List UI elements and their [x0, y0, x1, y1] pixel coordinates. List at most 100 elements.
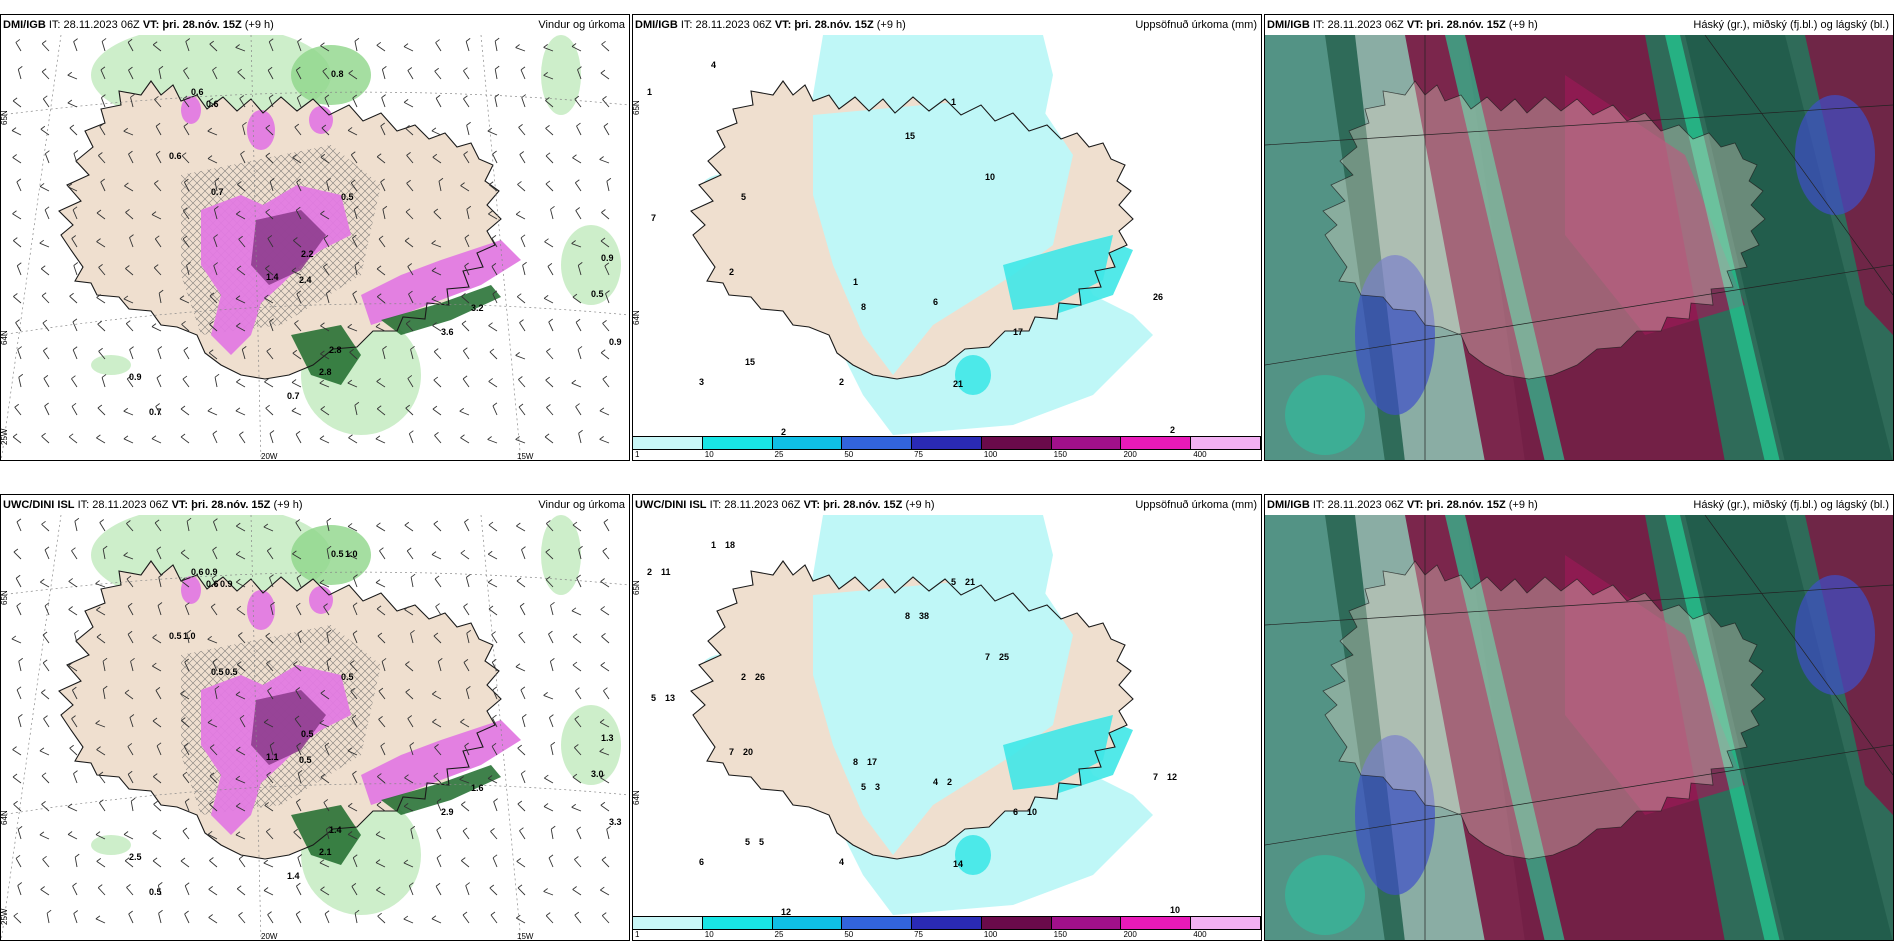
map-panel: UWC/DINI ISL IT: 28.11.2023 06Z VT: þri.… [0, 494, 630, 941]
lead-time: (+9 h) [876, 19, 906, 31]
value-label: 1.6 [471, 783, 484, 793]
value-label: 0.8 [331, 69, 344, 79]
shade-area [291, 525, 371, 585]
value-label: 0.9 [609, 337, 622, 347]
latitude-label: 25W [1, 428, 9, 445]
init-label: IT: [709, 499, 722, 511]
value-label: 2 [781, 427, 786, 437]
latitude-label: 64N [1, 330, 9, 345]
value-label: 21 [953, 379, 963, 389]
valid-time: þri. 28.nóv. 15Z [191, 499, 271, 511]
colorbar-tick: 1 [635, 930, 640, 939]
valid-label: VT: [803, 499, 821, 511]
colorbar: 1 10 25 50 75 100 150 200 400 [633, 436, 1261, 460]
map-panel: DMI/IGB IT: 28.11.2023 06Z VT: þri. 28.n… [1264, 494, 1894, 941]
init-time: 28.11.2023 06Z [63, 19, 140, 31]
colorbar-tick: 200 [1123, 450, 1137, 459]
valid-label: VT: [774, 19, 792, 31]
value-label: 6 [1013, 807, 1018, 817]
value-label: 7 [985, 652, 990, 662]
value-label: 5 [759, 837, 764, 847]
shade-area [291, 45, 371, 105]
lead-time: (+9 h) [1508, 499, 1538, 511]
value-label: 1 [711, 540, 716, 550]
value-label: 38 [919, 611, 929, 621]
panel-header: DMI/IGB IT: 28.11.2023 06Z VT: þri. 28.n… [1265, 15, 1893, 35]
value-label: 1.0 [183, 631, 196, 641]
lead-time: (+9 h) [1508, 19, 1538, 31]
value-label: 5 [951, 577, 956, 587]
value-label: 10 [1170, 905, 1180, 915]
latitude-label: 64N [633, 790, 641, 805]
coastline [58, 80, 502, 380]
longitude-label: 20W [261, 932, 278, 941]
model-name: DMI/IGB [1267, 19, 1310, 31]
longitude-label: 20W [261, 452, 278, 461]
colorbar-tick: 10 [704, 450, 714, 459]
value-label: 12 [781, 907, 791, 917]
lead-time: (+9 h) [905, 499, 935, 511]
value-label: 5 [651, 693, 656, 703]
valid-time: þri. 28.nóv. 15Z [162, 19, 242, 31]
value-label: 3 [875, 782, 880, 792]
value-label: 0.5 [591, 289, 604, 299]
cloud-layers [1265, 35, 1893, 460]
map-panel: DMI/IGB IT: 28.11.2023 06Z VT: þri. 28.n… [0, 14, 630, 461]
panel-run-info: DMI/IGB IT: 28.11.2023 06Z VT: þri. 28.n… [3, 15, 274, 35]
colorbar-swatch [702, 916, 773, 930]
colorbar-tick: 200 [1123, 930, 1137, 939]
colorbar-swatch [772, 436, 843, 450]
valid-time: þri. 28.nóv. 15Z [794, 19, 874, 31]
map-panel: DMI/IGB IT: 28.11.2023 06Z VT: þri. 28.n… [1264, 14, 1894, 461]
model-name: DMI/IGB [635, 19, 678, 31]
latitude-label: 65N [633, 100, 641, 115]
map-area [1265, 35, 1893, 460]
value-label: 15 [905, 131, 915, 141]
value-label: 0.5 [299, 755, 312, 765]
colorbar: 1 10 25 50 75 100 150 200 400 [633, 916, 1261, 940]
map-panel: DMI/IGB IT: 28.11.2023 06Z VT: þri. 28.n… [632, 14, 1262, 461]
colorbar-tick: 10 [704, 930, 714, 939]
graticule [1265, 515, 1893, 940]
value-label: 1.1 [266, 752, 279, 762]
value-label: 6 [699, 857, 704, 867]
map-area [1265, 515, 1893, 940]
colorbar-swatch [842, 916, 913, 930]
coastline [1322, 80, 1766, 380]
graticule [1, 515, 629, 940]
shade-area [1285, 855, 1365, 935]
value-label: 1.0 [345, 549, 358, 559]
land-area [1323, 81, 1765, 379]
latitude-label: 25W [1, 908, 9, 925]
value-label: 2.5 [129, 852, 142, 862]
wind-barbs [11, 517, 611, 924]
product-title: Uppsöfnuð úrkoma (mm) [1135, 499, 1257, 511]
colorbar-tick: 400 [1193, 930, 1207, 939]
value-label: 2.8 [319, 367, 332, 377]
shade-area [955, 355, 991, 395]
colorbar-swatch [1051, 436, 1122, 450]
value-label: 1 [951, 97, 956, 107]
value-label: 0.7 [287, 391, 300, 401]
value-label: 7 [651, 213, 656, 223]
latitude-label: 65N [1, 110, 9, 125]
value-label: 14 [953, 859, 963, 869]
value-label: 2.8 [329, 345, 342, 355]
value-label: 2 [647, 567, 652, 577]
wind-map: 0.80.60.60.60.7 0.51.42.22.42.82.83.63.20… [1, 35, 629, 461]
value-label: 7 [729, 747, 734, 757]
value-label: 0.5 [149, 887, 162, 897]
value-label: 8 [861, 302, 866, 312]
init-time: 28.11.2023 06Z [695, 19, 772, 31]
longitude-label: 15W [517, 932, 534, 941]
wind-map: 0.50.60.60.50.5 0.51.10.50.51.42.12.91.61… [1, 515, 629, 941]
value-label: 2 [741, 672, 746, 682]
value-label: 4 [933, 777, 938, 787]
coastline [690, 80, 1134, 380]
valid-label: VT: [142, 19, 160, 31]
valid-label: VT: [171, 499, 189, 511]
valid-label: VT: [1406, 19, 1424, 31]
wind-barbs [11, 37, 612, 444]
colorbar-tick: 25 [774, 930, 784, 939]
